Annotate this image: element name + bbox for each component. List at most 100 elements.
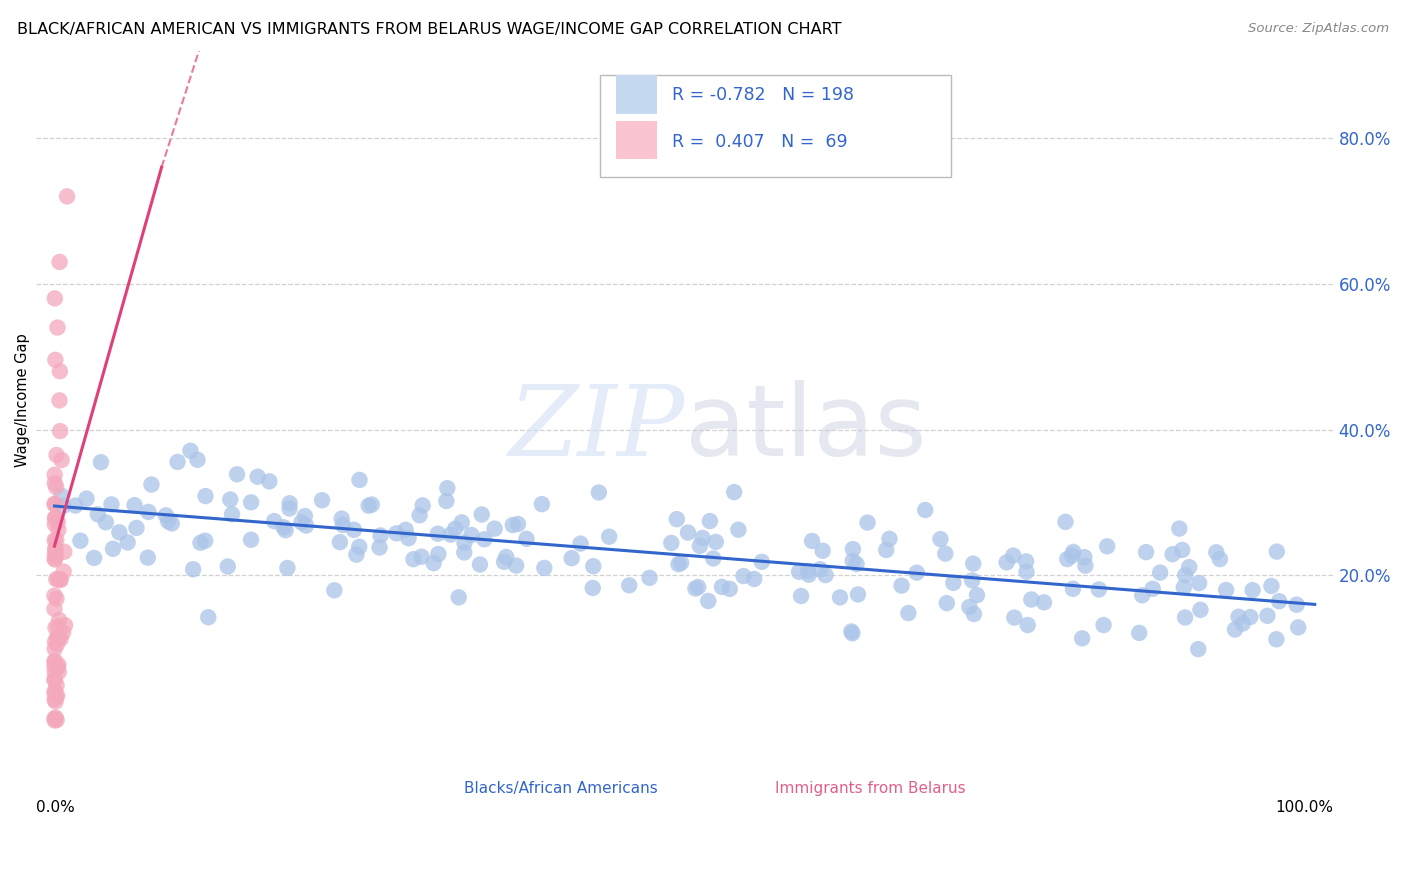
Point bbox=[45, 632, 67, 646]
Text: Blacks/African Americans: Blacks/African Americans bbox=[464, 781, 658, 796]
Point bbox=[929, 532, 952, 546]
Point bbox=[704, 535, 727, 549]
Point bbox=[45, 713, 67, 727]
Point bbox=[1142, 582, 1164, 596]
Point bbox=[45, 689, 67, 703]
Point bbox=[385, 526, 408, 541]
Point bbox=[582, 581, 605, 595]
Point bbox=[1285, 598, 1308, 612]
Point bbox=[76, 491, 98, 506]
Point bbox=[45, 549, 67, 563]
Point bbox=[727, 523, 749, 537]
Point bbox=[44, 712, 66, 726]
Point bbox=[808, 562, 831, 576]
Point bbox=[311, 493, 333, 508]
Point bbox=[44, 467, 66, 482]
Point bbox=[45, 533, 67, 547]
Point bbox=[619, 578, 641, 592]
Point bbox=[44, 589, 66, 603]
Text: R = -0.782   N = 198: R = -0.782 N = 198 bbox=[672, 86, 853, 103]
Point bbox=[190, 535, 212, 549]
Point bbox=[44, 684, 66, 698]
Point bbox=[436, 481, 458, 495]
Point bbox=[94, 516, 117, 530]
Point bbox=[44, 552, 66, 566]
Point bbox=[814, 568, 837, 582]
Point bbox=[278, 496, 301, 510]
Point bbox=[124, 498, 146, 512]
Point bbox=[45, 710, 67, 724]
Point bbox=[1265, 544, 1288, 558]
Point bbox=[1130, 588, 1153, 602]
Point bbox=[790, 589, 813, 603]
Point bbox=[879, 532, 901, 546]
Point bbox=[278, 501, 301, 516]
Point bbox=[1015, 554, 1038, 568]
Point bbox=[797, 564, 820, 578]
Point bbox=[1241, 583, 1264, 598]
Point bbox=[370, 528, 392, 542]
Point bbox=[1135, 545, 1157, 559]
Point bbox=[330, 511, 353, 525]
Point bbox=[44, 621, 66, 635]
Point bbox=[444, 522, 467, 536]
Point bbox=[505, 558, 527, 573]
Point bbox=[733, 569, 755, 583]
Point bbox=[688, 580, 710, 594]
Point bbox=[197, 610, 219, 624]
Point bbox=[48, 613, 70, 627]
Point bbox=[349, 540, 371, 554]
Point bbox=[1171, 543, 1194, 558]
Point bbox=[44, 292, 66, 306]
Point bbox=[48, 632, 70, 646]
Point bbox=[46, 573, 69, 587]
Point bbox=[1033, 595, 1056, 609]
Point bbox=[841, 626, 863, 640]
Point bbox=[530, 497, 553, 511]
Point bbox=[638, 571, 661, 585]
Point bbox=[1056, 552, 1078, 566]
Point bbox=[138, 505, 160, 519]
Point bbox=[962, 557, 984, 571]
Point bbox=[1021, 592, 1043, 607]
Point bbox=[44, 655, 66, 669]
Point bbox=[699, 514, 721, 528]
Point bbox=[394, 523, 416, 537]
Point bbox=[83, 550, 105, 565]
Point bbox=[422, 556, 444, 570]
Point bbox=[450, 516, 472, 530]
Point bbox=[259, 475, 281, 489]
Point bbox=[471, 508, 494, 522]
Point bbox=[1092, 618, 1115, 632]
Point bbox=[676, 525, 699, 540]
Point bbox=[44, 673, 66, 687]
Point bbox=[166, 455, 188, 469]
Point bbox=[801, 533, 824, 548]
Point bbox=[742, 572, 765, 586]
Point bbox=[219, 492, 242, 507]
Point bbox=[290, 516, 312, 530]
Point bbox=[1187, 642, 1209, 657]
Point bbox=[1268, 594, 1291, 608]
Point bbox=[1168, 522, 1191, 536]
Point bbox=[935, 596, 957, 610]
Point bbox=[194, 533, 217, 548]
Point bbox=[1128, 626, 1150, 640]
Point bbox=[665, 512, 688, 526]
Point bbox=[45, 572, 67, 586]
Point bbox=[1002, 549, 1025, 563]
Point bbox=[588, 485, 610, 500]
Point bbox=[963, 607, 986, 621]
Point bbox=[52, 625, 75, 640]
Point bbox=[51, 489, 73, 503]
Point bbox=[1189, 603, 1212, 617]
Point bbox=[46, 320, 69, 334]
Text: 100.0%: 100.0% bbox=[1275, 800, 1334, 815]
Point bbox=[1073, 550, 1095, 565]
Point bbox=[426, 526, 449, 541]
Point bbox=[434, 494, 457, 508]
Point bbox=[294, 509, 316, 524]
Point bbox=[942, 575, 965, 590]
Point bbox=[240, 495, 263, 509]
Point bbox=[44, 476, 66, 491]
